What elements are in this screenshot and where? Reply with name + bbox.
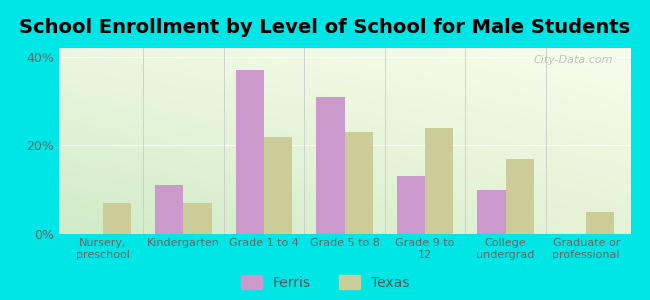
Bar <box>344 132 372 234</box>
Bar <box>236 70 264 234</box>
Text: School Enrollment by Level of School for Male Students: School Enrollment by Level of School for… <box>20 18 630 37</box>
Bar <box>425 128 453 234</box>
Bar <box>506 159 534 234</box>
Bar <box>478 190 506 234</box>
Bar <box>264 136 292 234</box>
Bar <box>183 203 211 234</box>
Legend: Ferris, Texas: Ferris, Texas <box>241 275 409 290</box>
Bar <box>317 97 345 234</box>
Bar <box>397 176 425 234</box>
Bar <box>586 212 614 234</box>
Bar <box>155 185 183 234</box>
Text: City-Data.com: City-Data.com <box>534 56 614 65</box>
Bar <box>103 203 131 234</box>
